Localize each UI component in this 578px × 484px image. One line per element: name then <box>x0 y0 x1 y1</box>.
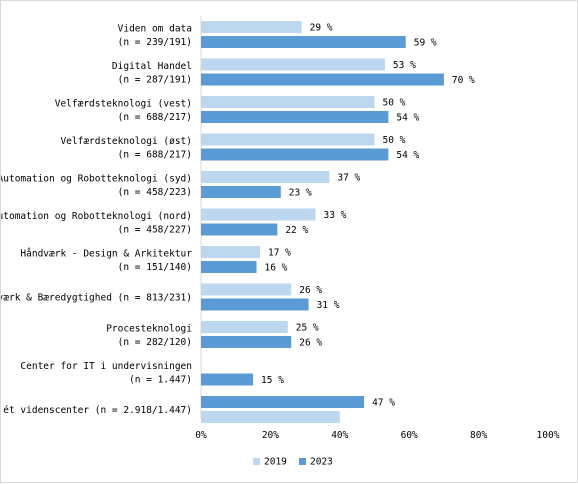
bar-2019-8 <box>201 321 288 333</box>
value-label-2023-0: 59 % <box>414 38 437 49</box>
legend-swatch-2023 <box>299 458 306 465</box>
bar-2019-2 <box>201 96 375 108</box>
bar-2019-3 <box>201 133 375 146</box>
category-label-1-0: Digital Handel <box>112 61 192 72</box>
value-label-2019-7: 26 % <box>299 285 322 296</box>
value-label-2023-1: 70 % <box>452 75 475 86</box>
value-label-2023-7: 31 % <box>317 300 340 311</box>
value-label-2023-3: 54 % <box>396 150 419 161</box>
bar-2019-5 <box>201 208 316 221</box>
category-label-5-1: (n = 458/227) <box>118 224 192 235</box>
category-label-9-0: Center for IT i undervisningen <box>20 361 192 372</box>
bar-2023-10 <box>201 396 365 408</box>
value-label-2019-2: 50 % <box>383 98 406 109</box>
x-tick-label-2: 40% <box>331 430 348 441</box>
bar-2019-7 <box>201 283 292 296</box>
category-label-1-1: (n = 287/191) <box>118 74 192 85</box>
x-tick-label-3: 60% <box>401 430 418 441</box>
category-label-0-1: (n = 239/191) <box>118 37 192 48</box>
bar-2023-2 <box>201 111 389 123</box>
x-tick-label-1: 20% <box>262 430 279 441</box>
bar-2023-9 <box>201 373 254 386</box>
value-label-2023-4: 23 % <box>289 188 312 199</box>
x-tick-label-4: 80% <box>470 430 487 441</box>
bar-2019-4 <box>201 171 330 183</box>
category-label-5-0: Automation og Robotteknologi (nord) <box>1 211 192 222</box>
bar-2023-4 <box>201 186 281 198</box>
legend-label-2019: 2019 <box>264 457 287 468</box>
category-label-10-0: Mindst ét videnscenter (n = 2.918/1.447) <box>1 405 192 416</box>
value-label-2019-1: 53 % <box>393 60 416 71</box>
category-label-4-0: Automation og Robotteknologi (syd) <box>1 173 192 184</box>
category-label-2-0: Velfærdsteknologi (vest) <box>55 98 192 109</box>
bar-2023-1 <box>201 73 444 86</box>
bar-2023-5 <box>201 223 278 236</box>
legend-swatch-2019 <box>253 458 260 465</box>
category-label-3-0: Velfærdsteknologi (øst) <box>60 136 192 147</box>
value-label-2019-3: 50 % <box>383 135 406 146</box>
category-label-8-0: Procesteknologi <box>106 323 192 334</box>
category-label-6-0: Håndværk - Design & Arkitektur <box>20 248 192 259</box>
bar-2023-8 <box>201 336 292 348</box>
category-label-8-1: (n = 282/120) <box>118 337 192 348</box>
bar-2023-3 <box>201 148 389 161</box>
bar-2019-0 <box>201 21 302 33</box>
value-label-2019-6: 17 % <box>268 248 291 259</box>
bar-2023-7 <box>201 298 309 311</box>
x-tick-label-0: 0% <box>195 430 207 441</box>
value-label-2023-10: 47 % <box>372 398 395 409</box>
legend-label-2023: 2023 <box>310 457 333 468</box>
value-label-2019-5: 33 % <box>324 210 347 221</box>
category-label-4-1: (n = 458/223) <box>118 187 192 198</box>
bar-2023-0 <box>201 36 406 48</box>
x-tick-label-5: 100% <box>537 430 560 441</box>
bar-2019-10 <box>201 411 340 423</box>
value-label-2023-9: 15 % <box>261 375 284 386</box>
bar-2023-6 <box>201 261 257 273</box>
value-label-2023-8: 26 % <box>299 338 322 349</box>
value-label-2019-0: 29 % <box>310 23 333 34</box>
value-label-2019-8: 25 % <box>296 323 319 334</box>
value-label-2023-6: 16 % <box>265 263 288 274</box>
value-label-2019-4: 37 % <box>337 173 360 184</box>
bar-2019-6 <box>201 246 260 258</box>
bar-2019-1 <box>201 58 385 71</box>
category-label-7-0: Håndværk & Bæredygtighed (n = 813/231) <box>1 293 192 304</box>
value-label-2023-5: 22 % <box>285 225 308 236</box>
category-label-3-1: (n = 688/217) <box>118 149 192 160</box>
category-label-2-1: (n = 688/217) <box>118 112 192 123</box>
category-label-0-0: Viden om data <box>118 23 192 34</box>
value-label-2023-2: 54 % <box>396 113 419 124</box>
category-label-9-1: (n = 1.447) <box>129 374 192 385</box>
category-label-6-1: (n = 151/140) <box>118 262 192 273</box>
